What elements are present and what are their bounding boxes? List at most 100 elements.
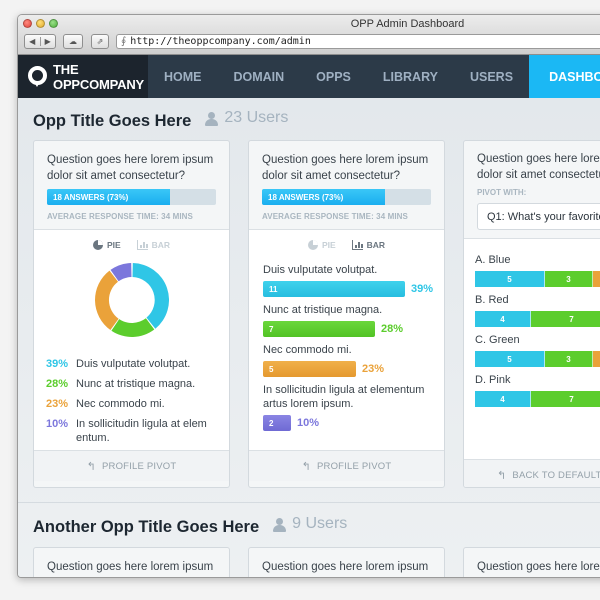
nav-item-home[interactable]: HOME (147, 55, 218, 98)
card-header: Question goes here lorem ipsum dolor sit… (464, 141, 600, 238)
pivot-select[interactable]: Q1: What's your favorite color? (477, 203, 600, 230)
dashboard-content: Opp Title Goes Here 23 Users Question go… (18, 98, 600, 577)
stacked-bar: 4 7 (475, 391, 600, 407)
donut-slice-10 (110, 263, 131, 282)
minimize-window-button[interactable] (36, 19, 45, 28)
opp-header: Opp Title Goes Here 23 Users (33, 109, 288, 131)
bar: 5 (263, 361, 356, 377)
donut-slice-28 (110, 318, 154, 337)
pie-toggle[interactable]: PIE (307, 240, 336, 250)
card-header: Question goes here lorem ipsum dolor sit… (249, 141, 444, 229)
opp-title: Opp Title Goes Here (33, 111, 192, 130)
question-text: Question goes here lorem ipsum dolor sit… (477, 153, 600, 181)
browser-window: OPP Admin Dashboard ◀ ▶ ☁ ⇗ ∮ http://the… (17, 14, 600, 578)
bar-label: Nec commodo mi. (263, 344, 352, 356)
avg-response-time: AVERAGE RESPONSE TIME: 34 MINS (47, 212, 193, 221)
bar: 11 (263, 281, 405, 297)
close-window-button[interactable] (23, 19, 32, 28)
donut-slice-39 (132, 263, 169, 329)
stacked-bar: 5 3 (475, 351, 600, 367)
question-card: Question goes here lorem ipsum dolor sit… (248, 547, 445, 577)
nav-item-domain[interactable]: DOMAIN (217, 55, 301, 98)
answers-progress-fill: 18 ANSWERS (73%) (47, 189, 171, 205)
opp-title: Another Opp Title Goes Here (33, 517, 260, 536)
nav-item-dashboard[interactable]: DASHBOARD (529, 55, 600, 98)
chart-toggle: PIE BAR (249, 230, 444, 250)
stack-label: A. Blue (475, 254, 511, 266)
profile-pivot-button[interactable]: ↰ PROFILE PIVOT (249, 450, 444, 481)
back-to-default-button[interactable]: ↰ BACK TO DEFAULT VIEW (464, 459, 600, 487)
question-text: Question goes here lorem ipsum dolor sit… (477, 561, 600, 573)
share-button[interactable]: ⇗ (91, 34, 109, 49)
nav-item-opps[interactable]: OPPS (300, 55, 367, 98)
bar-row: 11 39% (263, 281, 434, 297)
question-text: Question goes here lorem ipsum dolor sit… (47, 154, 214, 182)
address-bar[interactable]: ∮ http://theoppcompany.com/admin (116, 34, 600, 49)
legend-item: 10% In sollicitudin ligula at elem entum… (46, 418, 207, 444)
bar-label: In sollicitudin ligula at elementum artu… (263, 384, 425, 410)
logo-icon (28, 65, 48, 88)
stacked-bar: 4 7 (475, 311, 600, 327)
reply-icon: ↰ (301, 460, 311, 473)
question-text: Question goes here lorem ipsum dolor sit… (262, 154, 429, 182)
question-card-bar: Question goes here lorem ipsum dolor sit… (248, 140, 445, 488)
card-chart-area: PIE BAR 3 (34, 229, 229, 450)
pie-chart-icon (307, 240, 318, 250)
bar-label: Duis vulputate volutpat. (263, 264, 378, 276)
card-chart-area: PIE BAR Duis vulputate volutpat. 11 39% … (249, 229, 444, 450)
pivot-label: PIVOT WITH: (477, 188, 527, 197)
zoom-window-button[interactable] (49, 19, 58, 28)
forward-button[interactable]: ▶ (39, 37, 56, 46)
chart-toggle: PIE BAR (34, 230, 229, 250)
question-text: Question goes here lorem ipsum dolor sit… (262, 561, 429, 573)
nav-item-users[interactable]: USERS (453, 55, 530, 98)
back-forward-buttons: ◀ ▶ (24, 34, 56, 49)
bar-chart-icon (136, 240, 148, 250)
url-text: http://theoppcompany.com/admin (130, 36, 311, 47)
site-icon: ∮ (121, 36, 127, 47)
window-controls (23, 19, 58, 28)
share-icon: ⇗ (96, 37, 104, 46)
window-title: OPP Admin Dashboard (350, 18, 465, 30)
opp-user-count: 9 Users (273, 515, 347, 533)
user-icon (273, 517, 287, 533)
bar-chart-icon (351, 240, 363, 250)
back-button[interactable]: ◀ (29, 37, 36, 46)
legend-item: 23% Nec commodo mi. (46, 398, 165, 410)
profile-pivot-button[interactable]: ↰ PROFILE PIVOT (34, 450, 229, 481)
stack-label: D. Pink (475, 374, 511, 386)
question-card-pivot: Question goes here lorem ipsum dolor sit… (463, 140, 600, 488)
answers-progress: 18 ANSWERS (73%) (47, 189, 216, 205)
reply-icon: ↰ (86, 460, 96, 473)
pivot-chart-area: A. Blue 5 3 B. Red 4 7 C. Green 5 3 (464, 238, 600, 459)
top-nav: THE OPPCOMPANY HOME DOMAIN OPPS LIBRARY … (18, 55, 600, 98)
user-count-label: 23 Users (224, 109, 289, 126)
reply-icon: ↰ (497, 469, 507, 482)
bar-chart: Duis vulputate volutpat. 11 39% Nunc at … (263, 263, 434, 437)
bar-toggle[interactable]: BAR (351, 240, 385, 250)
avg-response-time: AVERAGE RESPONSE TIME: 34 MINS (262, 212, 408, 221)
pie-legend: 39% Duis vulputate volutpat. 28% Nunc at… (46, 357, 221, 451)
pie-toggle[interactable]: PIE (92, 240, 121, 250)
donut-slice-23 (94, 270, 119, 330)
legend-item: 28% Nunc at tristique magna. (46, 378, 196, 390)
browser-chrome: OPP Admin Dashboard ◀ ▶ ☁ ⇗ ∮ http://the… (18, 15, 600, 55)
brand[interactable]: THE OPPCOMPANY (18, 55, 148, 98)
stack-label: B. Red (475, 294, 509, 306)
user-count-label: 9 Users (292, 515, 348, 532)
question-card-pie: Question goes here lorem ipsum dolor sit… (33, 140, 230, 488)
stacked-bar-chart: A. Blue 5 3 B. Red 4 7 C. Green 5 3 (475, 253, 600, 413)
bar-toggle[interactable]: BAR (136, 240, 170, 250)
bar: 2 (263, 415, 291, 431)
question-card: Question goes here lorem ipsum dolor sit… (33, 547, 230, 577)
bar: 7 (263, 321, 375, 337)
bar-label: Nunc at tristique magna. (263, 304, 383, 316)
nav-item-library[interactable]: LIBRARY (366, 55, 454, 98)
brand-name: THE OPPCOMPANY (53, 61, 144, 92)
donut-chart (94, 263, 169, 337)
answers-progress-fill: 18 ANSWERS (73%) (262, 189, 386, 205)
bar-row: 5 23% (263, 361, 434, 377)
icloud-tabs-button[interactable]: ☁ (63, 34, 83, 49)
legend-item: 39% Duis vulputate volutpat. (46, 358, 191, 370)
bar-row: 2 10% (263, 415, 434, 431)
